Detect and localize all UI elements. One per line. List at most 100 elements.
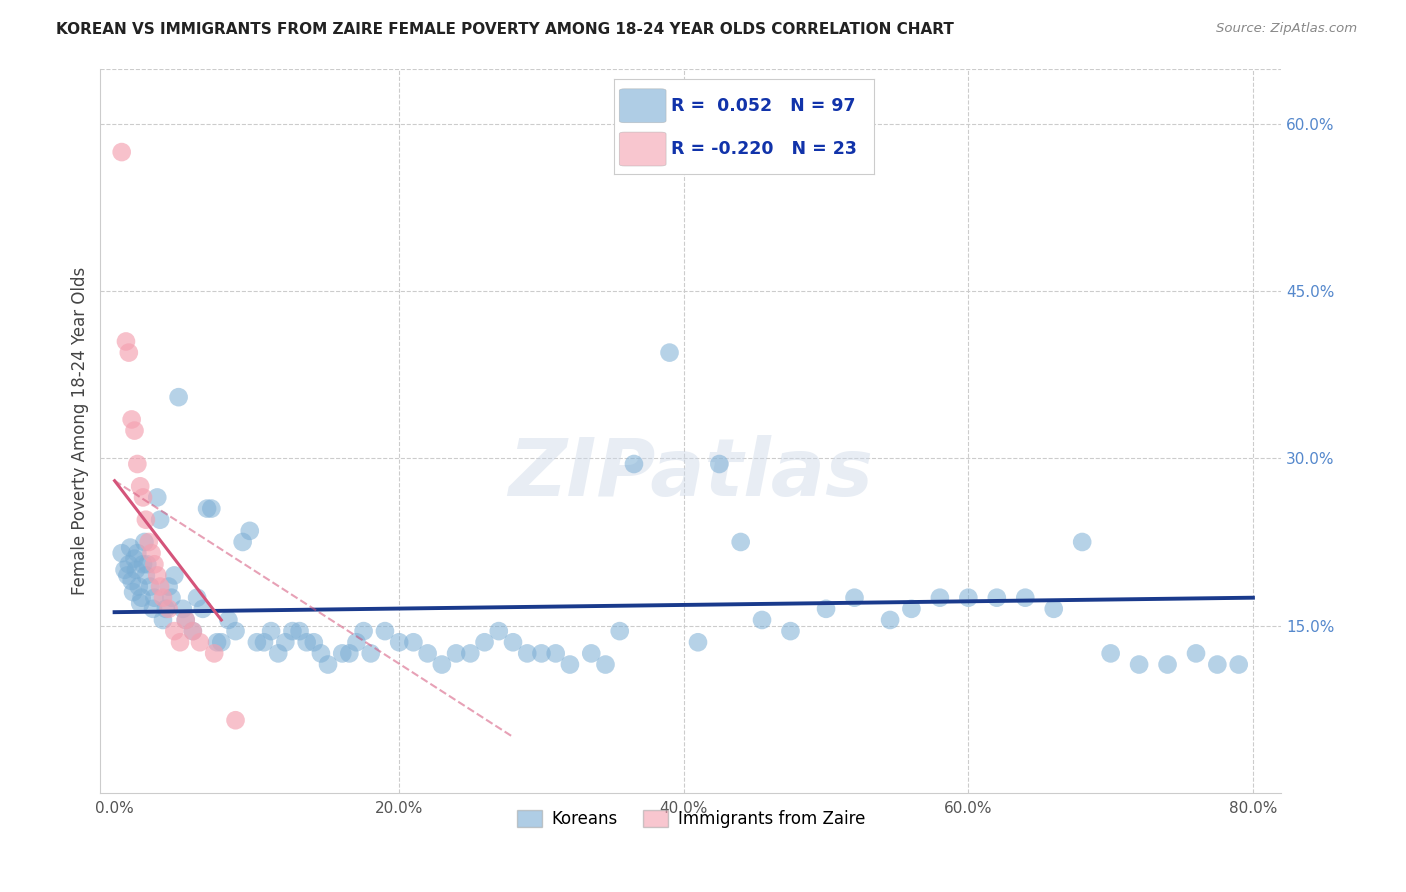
Point <box>281 624 304 639</box>
Point <box>1185 647 1208 661</box>
Point <box>209 635 232 649</box>
Point <box>146 568 169 582</box>
Point <box>167 390 190 404</box>
Point <box>474 635 496 649</box>
Point <box>879 613 901 627</box>
Point <box>581 647 603 661</box>
Point <box>779 624 801 639</box>
Point <box>127 457 149 471</box>
Point <box>444 647 467 661</box>
Point <box>430 657 453 672</box>
Point <box>1156 657 1178 672</box>
Point <box>121 574 143 588</box>
Point <box>205 635 228 649</box>
Point <box>191 602 214 616</box>
Point <box>1206 657 1229 672</box>
Point <box>730 535 752 549</box>
Point <box>246 635 269 649</box>
Point <box>142 602 165 616</box>
Point <box>595 657 617 672</box>
Point <box>686 635 709 649</box>
Text: Source: ZipAtlas.com: Source: ZipAtlas.com <box>1216 22 1357 36</box>
Point <box>530 647 553 661</box>
Point <box>135 513 157 527</box>
Point <box>125 563 148 577</box>
Point <box>815 602 838 616</box>
Point <box>118 345 141 359</box>
Point <box>302 635 325 649</box>
Point <box>488 624 510 639</box>
Point <box>516 647 538 661</box>
Y-axis label: Female Poverty Among 18-24 Year Olds: Female Poverty Among 18-24 Year Olds <box>72 267 89 595</box>
Point <box>127 546 149 560</box>
Point <box>134 535 156 549</box>
Point <box>118 558 141 572</box>
Point <box>1042 602 1064 616</box>
Point <box>460 647 482 661</box>
Point <box>239 524 262 538</box>
Point <box>146 491 169 505</box>
Point <box>188 635 211 649</box>
Point <box>1227 657 1250 672</box>
Point <box>152 613 174 627</box>
Point <box>121 412 143 426</box>
Point <box>353 624 375 639</box>
Point <box>928 591 950 605</box>
Point <box>1071 535 1094 549</box>
Point <box>163 624 186 639</box>
Point <box>124 551 146 566</box>
Point <box>149 580 172 594</box>
Point <box>225 713 247 727</box>
Point <box>388 635 411 649</box>
Point <box>217 613 239 627</box>
Point <box>174 613 197 627</box>
Point <box>260 624 283 639</box>
Point <box>132 491 155 505</box>
Point <box>186 591 208 605</box>
Text: KOREAN VS IMMIGRANTS FROM ZAIRE FEMALE POVERTY AMONG 18-24 YEAR OLDS CORRELATION: KOREAN VS IMMIGRANTS FROM ZAIRE FEMALE P… <box>56 22 955 37</box>
Point <box>346 635 368 649</box>
Point <box>181 624 204 639</box>
Point <box>141 546 163 560</box>
Point <box>169 635 191 649</box>
Point <box>143 591 166 605</box>
Point <box>124 424 146 438</box>
Point <box>172 602 194 616</box>
Point <box>157 580 180 594</box>
Point <box>115 334 138 349</box>
Point <box>1128 657 1150 672</box>
Point <box>160 591 183 605</box>
Point <box>232 535 254 549</box>
Point <box>295 635 318 649</box>
Point <box>132 558 155 572</box>
Point <box>558 657 581 672</box>
Point <box>122 585 145 599</box>
Point <box>402 635 425 649</box>
Point <box>267 647 290 661</box>
Point <box>658 345 681 359</box>
Point <box>330 647 353 661</box>
Legend: Koreans, Immigrants from Zaire: Koreans, Immigrants from Zaire <box>510 804 872 835</box>
Point <box>900 602 922 616</box>
Point <box>138 535 160 549</box>
Point <box>157 602 180 616</box>
Point <box>135 568 157 582</box>
Point <box>195 501 218 516</box>
Point <box>131 591 153 605</box>
Point <box>129 596 152 610</box>
Point <box>143 558 166 572</box>
Point <box>309 647 332 661</box>
Point <box>374 624 396 639</box>
Point <box>111 145 134 159</box>
Point <box>623 457 645 471</box>
Point <box>337 647 360 661</box>
Point <box>360 647 382 661</box>
Point <box>1099 647 1122 661</box>
Point <box>111 546 134 560</box>
Point <box>136 558 159 572</box>
Point <box>139 580 162 594</box>
Point <box>844 591 866 605</box>
Point <box>1014 591 1036 605</box>
Point <box>181 624 204 639</box>
Point <box>200 501 222 516</box>
